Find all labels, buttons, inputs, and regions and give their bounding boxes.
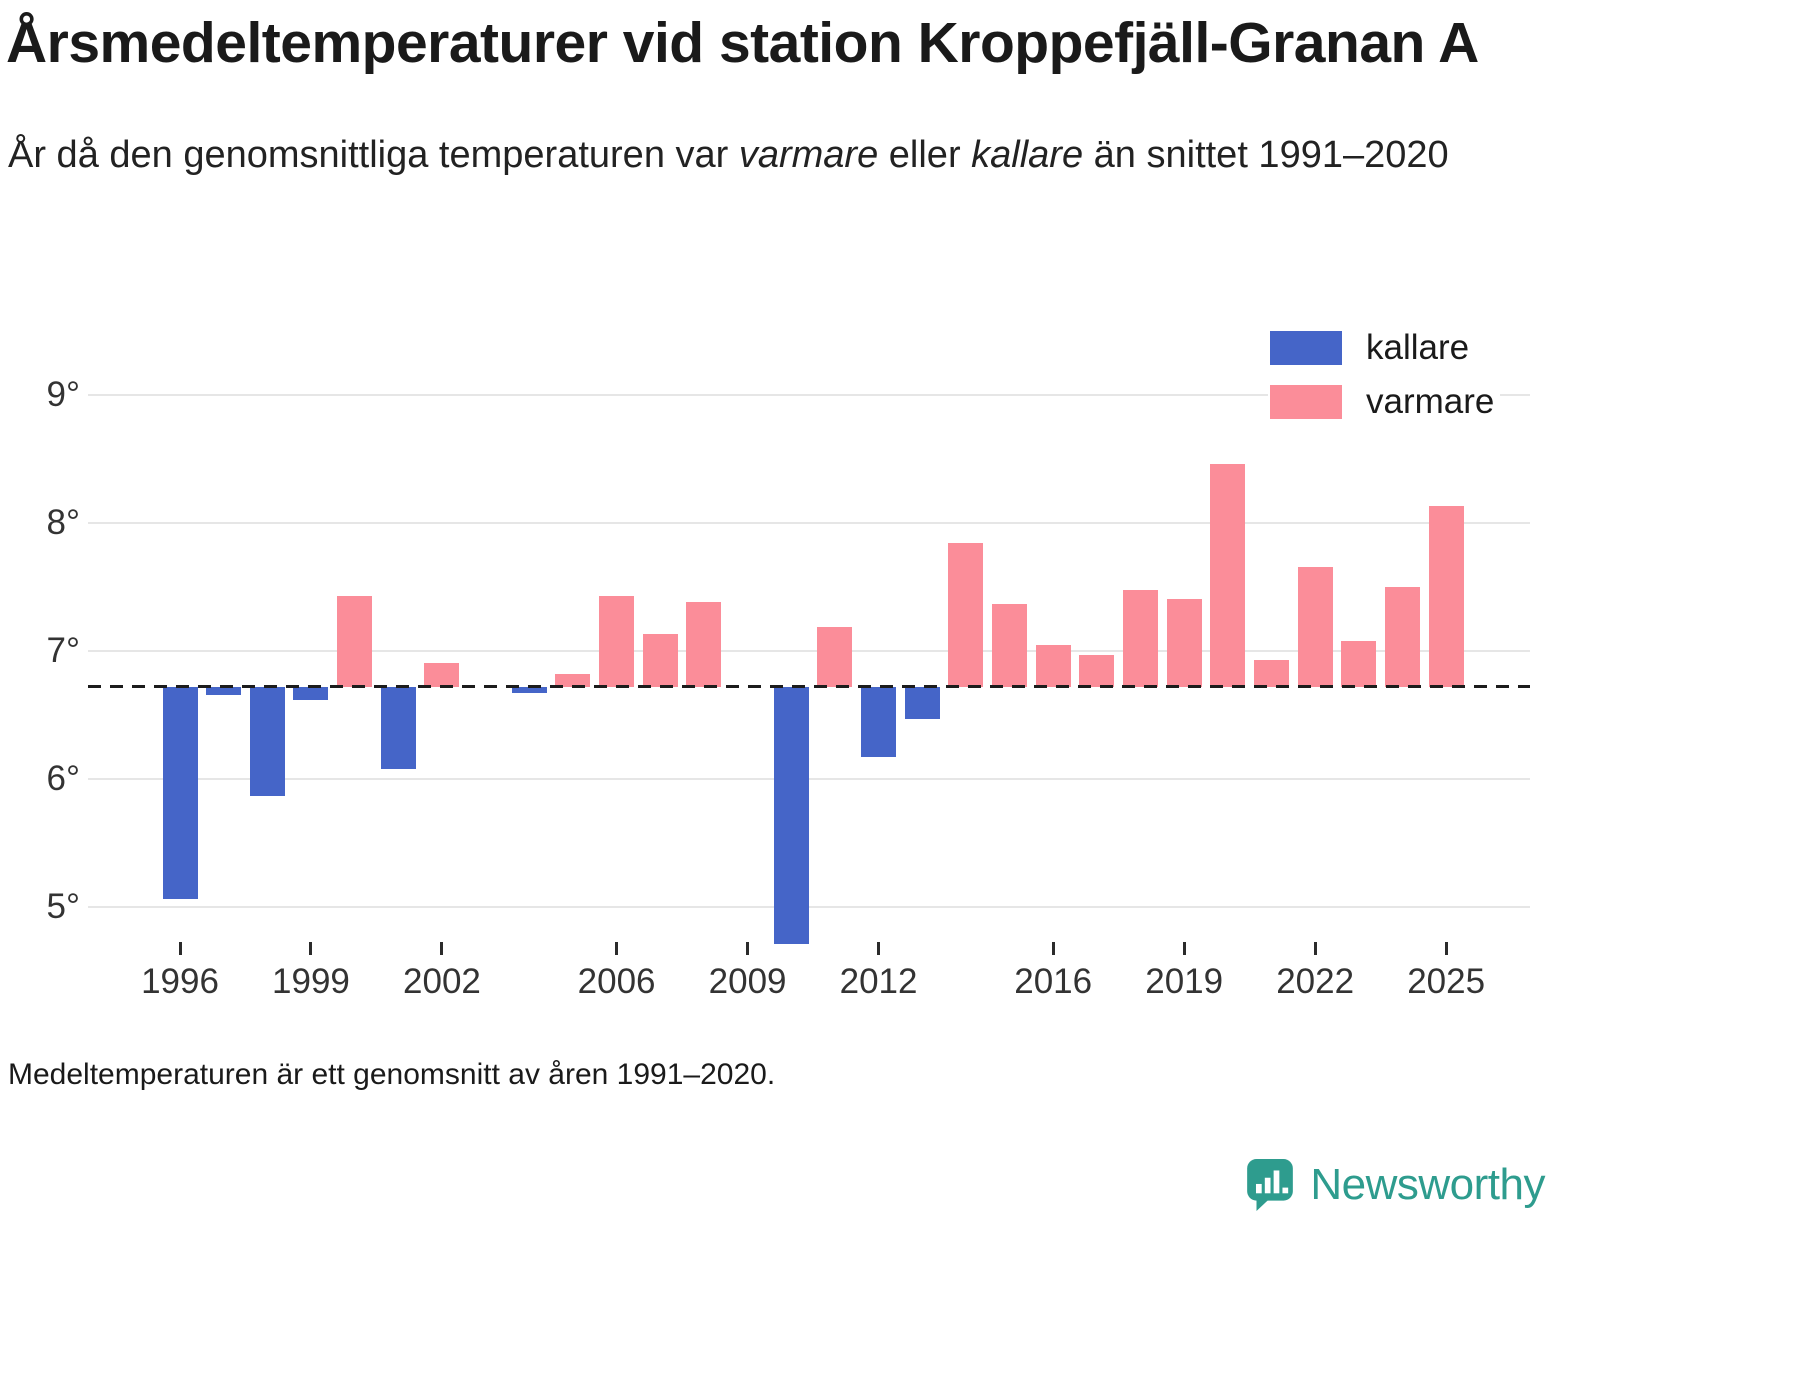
x-tick-1996 (178, 942, 182, 955)
gridline-5 (88, 906, 1530, 908)
bar-1996 (162, 686, 198, 900)
x-tick-2012 (877, 942, 881, 955)
bar-1999 (293, 686, 329, 700)
legend-item-kallare: kallare (1270, 328, 1494, 368)
bar-2014 (948, 543, 984, 687)
bar-2022 (1297, 566, 1333, 687)
bar-2017 (1079, 654, 1115, 687)
gridline-9 (88, 394, 1530, 396)
x-tick-label-1996: 1996 (141, 962, 219, 1001)
y-axis: 5° 6° 7° 8° 9° (0, 340, 84, 980)
gridline-7 (88, 650, 1530, 652)
bar-2006 (599, 595, 635, 687)
x-tick-label-2012: 2012 (839, 962, 918, 1001)
subtitle-text: eller (878, 134, 972, 176)
chart-subtitle: År då den genomsnittliga temperaturen va… (8, 128, 1468, 183)
subtitle-italic-varmare: varmare (738, 134, 879, 176)
y-tick-label-7: 7° (46, 631, 80, 670)
x-tick-2022 (1313, 942, 1317, 955)
x-tick-label-2002: 2002 (403, 962, 481, 1001)
bar-2020 (1210, 464, 1246, 687)
bar-2002 (424, 662, 460, 687)
baseline-mean-line (88, 684, 1530, 688)
x-tick-label-1999: 1999 (272, 962, 350, 1001)
x-tick-label-2019: 2019 (1145, 962, 1224, 1001)
legend-item-varmare: varmare (1270, 382, 1494, 422)
bar-2012 (861, 686, 897, 758)
x-tick-2006 (615, 942, 619, 955)
bar-2005 (555, 674, 591, 687)
x-tick-2009 (746, 942, 750, 955)
bar-2019 (1166, 598, 1202, 687)
bar-2001 (380, 686, 416, 769)
bar-2007 (642, 634, 678, 687)
newsworthy-logo-text: Newsworthy (1310, 1160, 1545, 1209)
x-tick-label-2006: 2006 (577, 962, 656, 1001)
footnote: Medeltemperaturen är ett genomsnitt av å… (8, 1058, 776, 1091)
subtitle-text: än snittet 1991–2020 (1083, 134, 1449, 176)
bar-2000 (337, 595, 373, 687)
bar-2016 (1035, 644, 1071, 687)
legend-label-kallare: kallare (1366, 328, 1470, 367)
x-tick-label-2009: 2009 (708, 962, 787, 1001)
x-tick-2019 (1182, 942, 1186, 955)
subtitle-text: År då den genomsnittliga temperaturen va… (8, 134, 739, 176)
x-tick-2016 (1051, 942, 1055, 955)
y-tick-label-8: 8° (46, 503, 80, 542)
newsworthy-logo: Newsworthy (1246, 1158, 1545, 1212)
bar-2013 (904, 686, 940, 719)
subtitle-italic-kallare: kallare (971, 134, 1084, 176)
y-tick-label-6: 6° (46, 759, 80, 798)
legend: kallare varmare (1268, 326, 1501, 424)
newsworthy-logo-icon (1247, 1159, 1294, 1211)
legend-swatch-varmare (1270, 385, 1342, 419)
legend-swatch-kallare (1270, 331, 1342, 365)
bar-2004 (511, 686, 547, 694)
gridline-6 (88, 778, 1530, 780)
bar-2024 (1384, 587, 1420, 687)
x-tick-2002 (440, 942, 444, 955)
bar-2023 (1341, 640, 1377, 687)
x-tick-label-2022: 2022 (1276, 962, 1355, 1001)
bar-1998 (249, 686, 285, 796)
x-tick-label-2025: 2025 (1407, 962, 1486, 1001)
x-tick-2025 (1444, 942, 1448, 955)
bar-2018 (1123, 589, 1159, 687)
y-tick-label-5: 5° (46, 887, 80, 926)
x-tick-1999 (309, 942, 313, 955)
bar-2008 (686, 602, 722, 687)
legend-label-varmare: varmare (1366, 382, 1495, 421)
plot-area: 1996 1999 2002 2006 2009 2012 2016 2019 2022 2025 (88, 340, 1530, 1001)
bar-1997 (206, 686, 242, 695)
y-tick-label-9: 9° (46, 375, 80, 414)
bar-2011 (817, 626, 853, 687)
gridline-8 (88, 522, 1530, 524)
bar-2010 (773, 686, 809, 945)
chart-title: Årsmedeltemperaturer vid station Kroppef… (6, 11, 1479, 75)
bar-2015 (992, 603, 1028, 687)
bar-2025 (1428, 506, 1464, 687)
bar-2021 (1254, 659, 1289, 687)
x-tick-label-2016: 2016 (1014, 962, 1093, 1001)
